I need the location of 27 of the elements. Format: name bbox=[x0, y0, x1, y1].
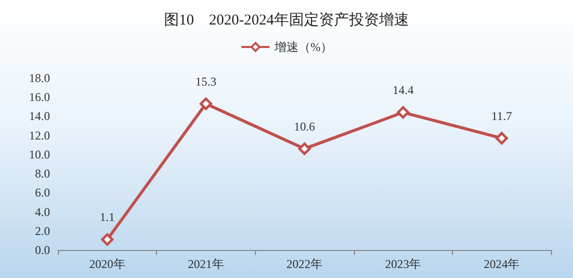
y-tick-label: 4.0 bbox=[35, 204, 50, 219]
x-tick-label: 2021年 bbox=[188, 257, 224, 271]
data-label: 1.1 bbox=[100, 210, 115, 224]
y-tick-label: 6.0 bbox=[35, 186, 50, 200]
data-label: 15.3 bbox=[195, 74, 216, 89]
x-tick-label: 2022年 bbox=[286, 257, 322, 271]
data-label: 11.7 bbox=[491, 108, 512, 123]
y-tick-label: 12.0 bbox=[29, 128, 50, 142]
x-tick-label: 2020年 bbox=[89, 257, 126, 271]
data-label: 14.4 bbox=[392, 83, 414, 98]
y-tick-label: 14.0 bbox=[29, 109, 50, 124]
chart-title: 图10 2020-2024年固定资产投资增速 bbox=[164, 12, 409, 28]
y-tick-label: 10.0 bbox=[29, 147, 50, 162]
x-tick-label: 2024年 bbox=[484, 257, 520, 271]
y-tick-label: 16.0 bbox=[29, 90, 50, 104]
point bbox=[101, 233, 114, 246]
y-tick-label: 2.0 bbox=[35, 224, 50, 238]
point bbox=[495, 132, 508, 144]
y-tick-label: 0.0 bbox=[35, 243, 50, 257]
x-tick-label: 2023年 bbox=[385, 257, 422, 271]
data-label: 10.6 bbox=[294, 119, 315, 134]
point bbox=[200, 98, 212, 110]
legend-label: 增速（%） bbox=[274, 40, 332, 54]
y-tick-label: 8.0 bbox=[35, 166, 50, 181]
y-tick-label: 18.0 bbox=[29, 71, 50, 85]
point bbox=[396, 106, 410, 119]
point bbox=[298, 142, 311, 155]
